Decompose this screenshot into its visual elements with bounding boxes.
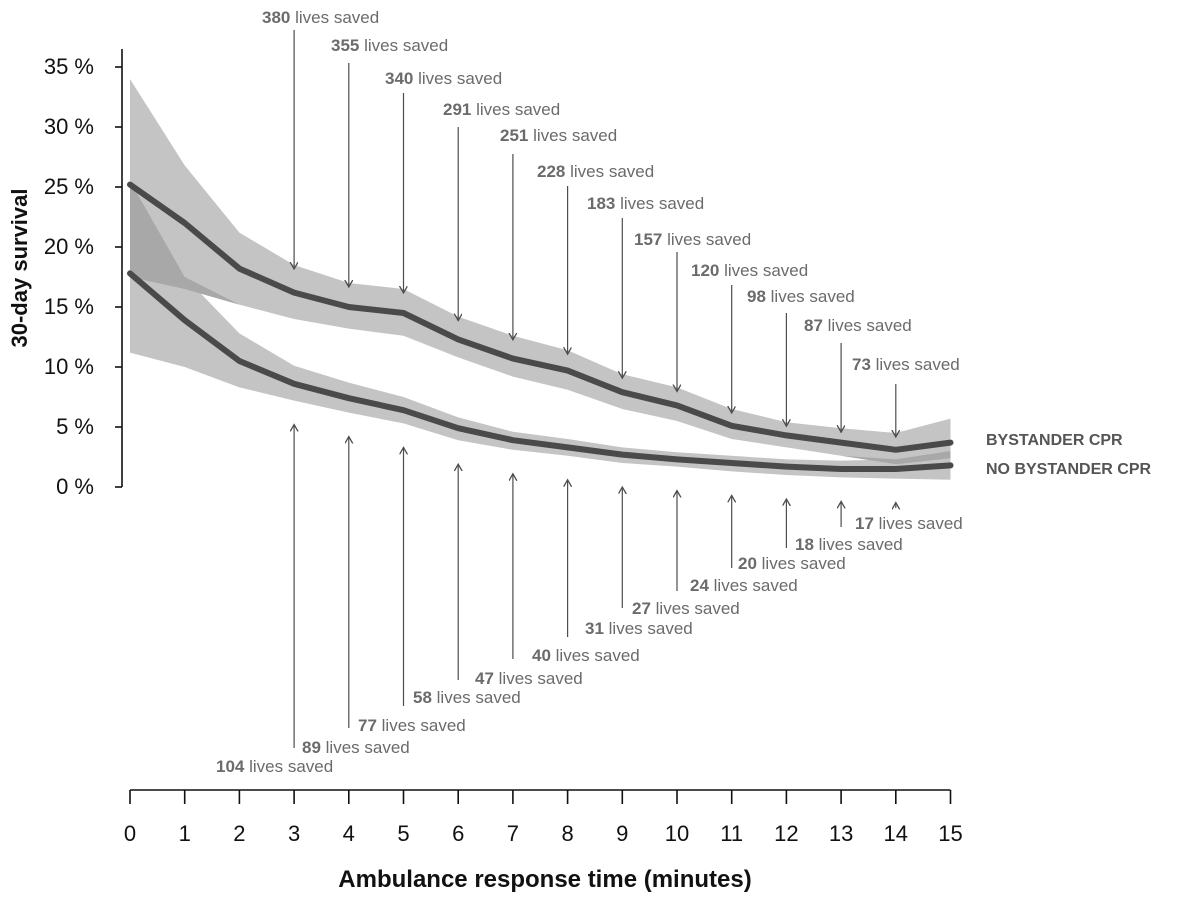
y-tick-label: 20 % (44, 234, 94, 259)
lives-saved-annotation: 251 lives saved (500, 126, 617, 145)
series-labels: BYSTANDER CPR NO BYSTANDER CPR (986, 432, 1151, 478)
lives-saved-annotation: 31 lives saved (585, 619, 693, 638)
x-tick-label: 9 (616, 821, 628, 846)
x-tick-label: 4 (343, 821, 355, 846)
y-axis: 0 % 5 % 10 % 15 % 20 % 25 % 30 % 35 % (44, 49, 123, 499)
lives-saved-annotation: 89 lives saved (302, 738, 410, 757)
series-line-bystander-cpr (127, 181, 954, 453)
lives-saved-annotation: 183 lives saved (587, 194, 704, 213)
annotation-labels: 380 lives saved 355 lives saved 340 lives … (216, 8, 963, 776)
lives-saved-annotation: 20 lives saved (738, 554, 846, 573)
x-tick-label: 0 (124, 821, 136, 846)
y-tick-label: 0 % (56, 474, 94, 499)
lives-saved-annotation: 98 lives saved (747, 287, 855, 306)
y-tick-label: 5 % (56, 414, 94, 439)
lives-saved-annotation: 104 lives saved (216, 757, 333, 776)
lives-saved-annotation: 24 lives saved (690, 576, 798, 595)
x-tick-label: 2 (233, 821, 245, 846)
lives-saved-annotation: 355 lives saved (331, 36, 448, 55)
series-label-bystander-cpr: BYSTANDER CPR (986, 432, 1123, 449)
y-tick-label: 10 % (44, 354, 94, 379)
lives-saved-annotation: 291 lives saved (443, 100, 560, 119)
confidence-band-no-bystander-cpr (130, 181, 951, 480)
lives-saved-annotation: 58 lives saved (413, 688, 521, 707)
lives-saved-annotation: 228 lives saved (537, 162, 654, 181)
series-line-no-bystander-cpr (127, 270, 954, 472)
confidence-bands (130, 79, 951, 480)
lives-saved-annotation: 120 lives saved (691, 261, 808, 280)
x-axis: 0 1 2 3 4 5 6 7 8 9 10 11 12 13 14 15 (124, 789, 963, 846)
x-tick-label: 15 (938, 821, 962, 846)
y-tick-label: 15 % (44, 294, 94, 319)
y-axis-title: 30-day survival (7, 189, 32, 348)
x-tick-label: 10 (665, 821, 689, 846)
lives-saved-annotation: 157 lives saved (634, 230, 751, 249)
series-lines (127, 181, 954, 472)
lives-saved-annotation: 27 lives saved (632, 599, 740, 618)
y-tick-label: 30 % (44, 114, 94, 139)
x-tick-label: 13 (829, 821, 853, 846)
x-tick-label: 12 (774, 821, 798, 846)
lives-saved-annotation: 77 lives saved (358, 716, 466, 735)
series-label-no-bystander-cpr: NO BYSTANDER CPR (986, 461, 1151, 478)
confidence-band-bystander-cpr (130, 79, 951, 465)
x-tick-label: 5 (397, 821, 409, 846)
lives-saved-annotation: 18 lives saved (795, 535, 903, 554)
annotation-arrows (294, 30, 896, 748)
lives-saved-annotation: 47 lives saved (475, 669, 583, 688)
lives-saved-annotation: 340 lives saved (385, 69, 502, 88)
lives-saved-annotation: 17 lives saved (855, 514, 963, 533)
lives-saved-annotation: 380 lives saved (262, 8, 379, 27)
x-tick-label: 6 (452, 821, 464, 846)
lives-saved-annotation: 40 lives saved (532, 646, 640, 665)
x-axis-title: Ambulance response time (minutes) (338, 866, 751, 893)
x-tick-label: 8 (561, 821, 573, 846)
x-tick-label: 11 (720, 821, 743, 846)
y-tick-label: 35 % (44, 54, 94, 79)
lives-saved-annotation: 73 lives saved (852, 355, 960, 374)
x-tick-label: 1 (179, 821, 191, 846)
x-tick-label: 3 (288, 821, 300, 846)
x-tick-label: 7 (507, 821, 519, 846)
lives-saved-annotation: 87 lives saved (804, 316, 912, 335)
x-tick-label: 14 (884, 821, 908, 846)
y-tick-label: 25 % (44, 174, 94, 199)
